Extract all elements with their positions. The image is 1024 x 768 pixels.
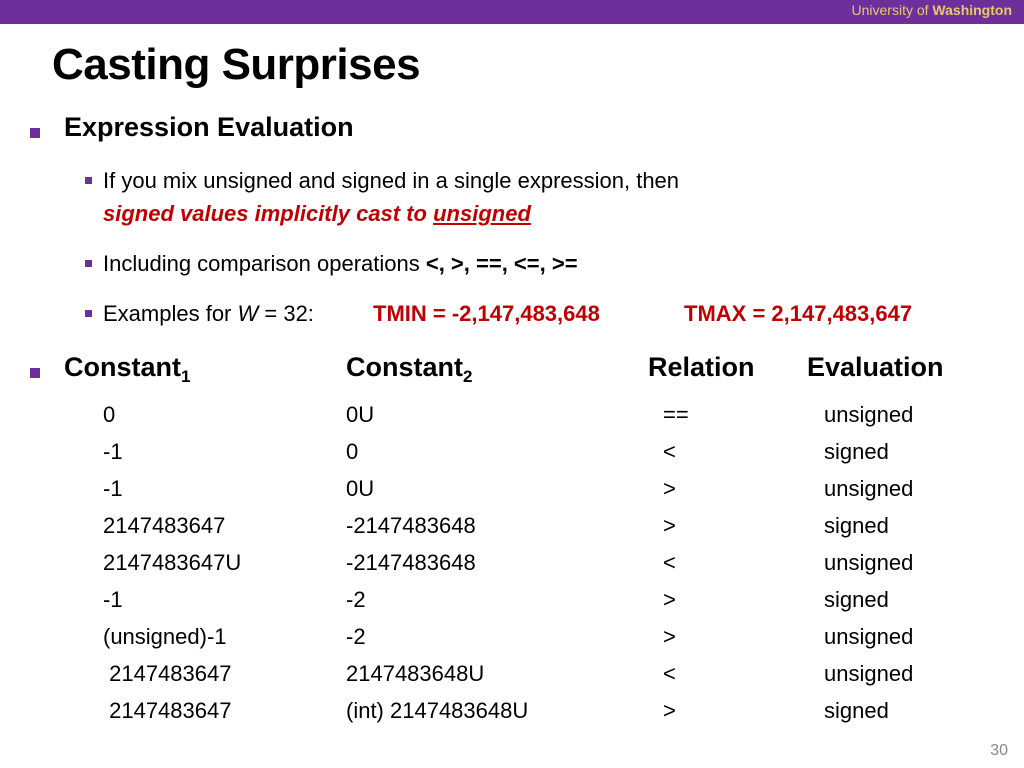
cell-relation: > <box>663 513 676 538</box>
cell-relation: > <box>663 698 676 723</box>
header-relation: Relation <box>648 352 755 382</box>
cell-evaluation: unsigned <box>824 402 914 427</box>
cell-relation: > <box>663 624 676 649</box>
cell-relation: < <box>663 661 676 686</box>
cell-constant2: (int) 2147483648U <box>346 698 529 723</box>
sub-bullet-square-icon <box>85 310 92 317</box>
cell-constant1: 2147483647 <box>103 698 232 723</box>
tmax-value: TMAX = 2,147,483,647 <box>684 301 913 326</box>
bullet-comparison: Including comparison operations <, >, ==… <box>103 251 578 276</box>
header-constant2: Constant2 <box>346 352 473 386</box>
cell-constant2: -2147483648 <box>346 513 476 538</box>
cell-evaluation: signed <box>824 439 889 464</box>
cell-evaluation: signed <box>824 587 889 612</box>
header-constant1: Constant1 <box>64 352 191 386</box>
cell-relation: < <box>663 439 676 464</box>
cell-constant1: -1 <box>103 439 123 464</box>
cell-relation: > <box>663 476 676 501</box>
university-logo-text: University of Washington <box>851 2 1013 18</box>
cell-constant2: 0U <box>346 476 375 501</box>
page-number: 30 <box>990 742 1008 759</box>
bullet-square-icon <box>30 128 40 138</box>
cell-relation: == <box>663 402 689 427</box>
top-bar: University of Washington <box>0 0 1024 24</box>
cell-constant1: -1 <box>103 587 123 612</box>
bullet-square-icon <box>30 368 40 378</box>
bullet-mix-line2: signed values implicitly cast to unsigne… <box>103 201 531 226</box>
cell-relation: < <box>663 550 676 575</box>
bullet-mix-line1: If you mix unsigned and signed in a sing… <box>103 168 680 193</box>
cell-constant1: 0 <box>103 402 116 427</box>
cell-evaluation: unsigned <box>824 476 914 501</box>
sub-bullet-square-icon <box>85 260 92 267</box>
cell-constant1: 2147483647U <box>103 550 242 575</box>
cell-constant2: 2147483648U <box>346 661 485 686</box>
cell-constant1: 2147483647 <box>103 661 232 686</box>
cell-evaluation: signed <box>824 513 889 538</box>
sub-bullet-square-icon <box>85 177 92 184</box>
cell-constant2: -2 <box>346 624 366 649</box>
bullet-examples: Examples for W = 32: <box>103 301 314 326</box>
cell-evaluation: unsigned <box>824 550 914 575</box>
cell-constant1: (unsigned)-1 <box>103 624 227 649</box>
cell-evaluation: unsigned <box>824 624 914 649</box>
cell-evaluation: signed <box>824 698 889 723</box>
cell-constant1: 2147483647 <box>103 513 226 538</box>
bullet-expression-evaluation: Expression Evaluation <box>64 112 354 142</box>
cell-constant2: -2 <box>346 587 366 612</box>
cell-constant2: 0U <box>346 402 375 427</box>
cell-constant2: 0 <box>346 439 359 464</box>
tmin-value: TMIN = -2,147,483,648 <box>373 301 600 326</box>
slide-title: Casting Surprises <box>52 40 421 89</box>
header-evaluation: Evaluation <box>807 352 944 382</box>
cell-constant1: -1 <box>103 476 123 501</box>
cell-relation: > <box>663 587 676 612</box>
cell-evaluation: unsigned <box>824 661 914 686</box>
cell-constant2: -2147483648 <box>346 550 476 575</box>
